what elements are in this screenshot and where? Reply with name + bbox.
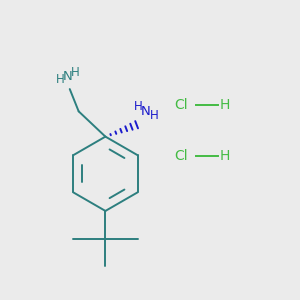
Text: H: H (134, 100, 142, 113)
Text: H: H (56, 73, 64, 85)
Text: N: N (63, 70, 73, 83)
Text: H: H (220, 149, 230, 163)
Text: H: H (220, 98, 230, 112)
Text: N: N (141, 105, 150, 118)
Text: H: H (71, 66, 80, 79)
Text: Cl: Cl (174, 98, 188, 112)
Text: Cl: Cl (174, 149, 188, 163)
Text: H: H (149, 109, 158, 122)
